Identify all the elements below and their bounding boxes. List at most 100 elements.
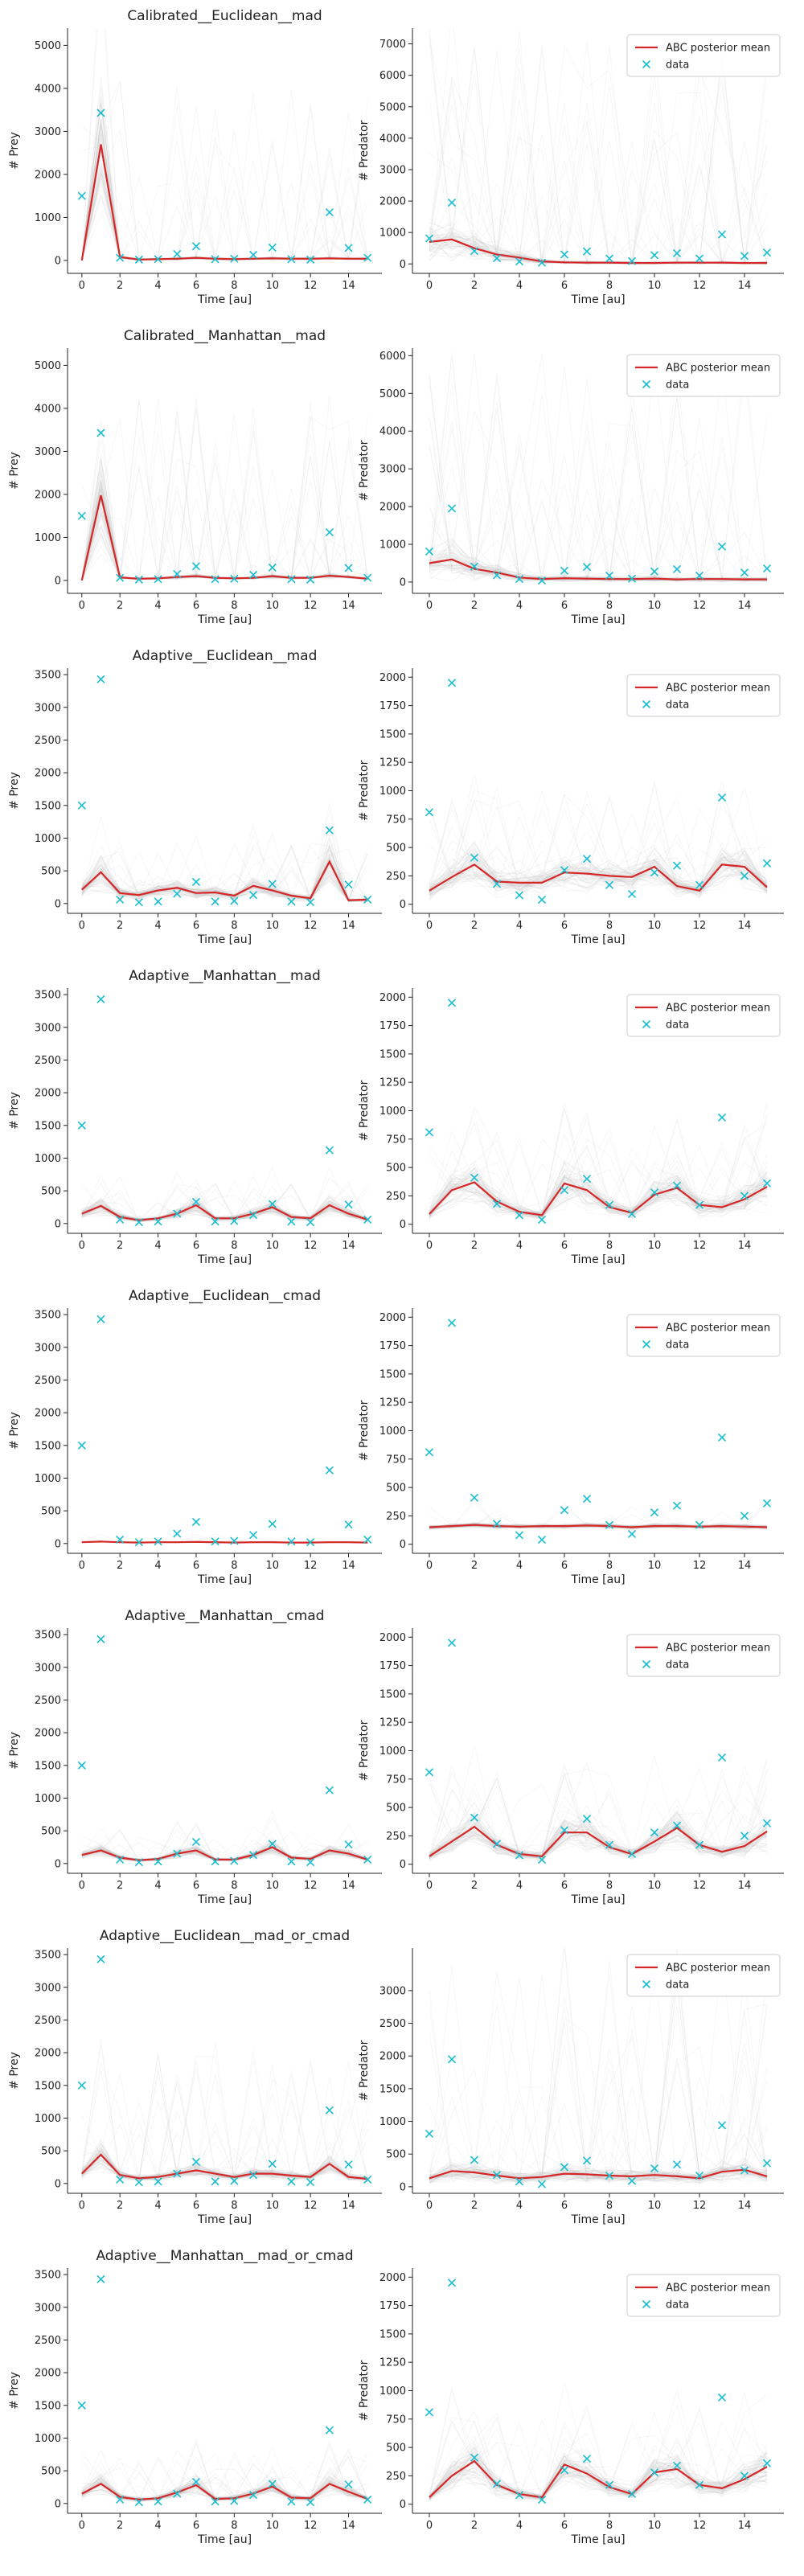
posterior-sample-line [429, 1139, 768, 1216]
data-point [425, 2129, 434, 2139]
x-tick-label: 12 [693, 600, 707, 612]
x-tick-label: 14 [738, 280, 752, 292]
y-tick-label: 0 [400, 2181, 406, 2193]
posterior-sample-line [429, 2076, 768, 2182]
posterior-mean-line [429, 1524, 768, 1528]
posterior-sample-line [81, 843, 368, 902]
data-point [96, 109, 105, 117]
posterior-sample-line [81, 2128, 368, 2180]
data-markers [77, 1315, 372, 1547]
posterior-sample-line [81, 2160, 368, 2181]
data-point [116, 1535, 125, 1544]
data-point [191, 1837, 201, 1847]
y-axis-label: # Prey [8, 1412, 21, 1450]
data-point [762, 2459, 772, 2467]
posterior-sample-line [429, 449, 768, 583]
x-tick-label: 12 [693, 2200, 707, 2212]
posterior-sample-line [429, 1948, 768, 2182]
posterior-sample-line [429, 2447, 768, 2499]
data-point [134, 575, 143, 584]
y-tick-label: 1500 [379, 1048, 406, 1060]
data-point [211, 575, 219, 584]
data-point [717, 1753, 727, 1762]
legend-marker-swatch [642, 1979, 651, 1989]
posterior-sample-line [429, 2057, 768, 2184]
y-tick-label: 1000 [35, 833, 61, 845]
data-point [650, 868, 659, 877]
legend-box [626, 1314, 781, 1357]
y-tick-label: 750 [386, 1774, 406, 1786]
y-tick-label: 1500 [35, 1440, 61, 1452]
y-axis-label: # Prey [8, 1732, 21, 1770]
posterior-sample-line [429, 1955, 768, 2181]
data-point [173, 569, 182, 578]
x-tick-label: 4 [154, 1560, 161, 1572]
posterior-sample-line [429, 852, 768, 893]
data-point [211, 1217, 219, 1226]
posterior-sample-line [429, 1768, 768, 1859]
y-tick-label: 750 [386, 814, 406, 826]
x-tick-label: 8 [231, 600, 237, 612]
legend-marker-swatch [642, 59, 651, 69]
data-point [173, 1209, 182, 1218]
posterior-sample-line [429, 2089, 768, 2184]
posterior-sample-line [429, 1990, 768, 2180]
y-tick-label: 2000 [35, 169, 61, 181]
plot-area [77, 2275, 372, 2507]
x-axis-label: Time [au] [570, 1573, 625, 1586]
data-point [173, 1529, 182, 1538]
legend: ABC posterior mean data [626, 1314, 781, 1357]
posterior-sample-line [429, 849, 768, 896]
data-point [492, 1520, 502, 1528]
data-point [537, 895, 547, 904]
data-point [470, 1813, 479, 1822]
data-point [627, 2176, 637, 2185]
data-point [230, 2496, 239, 2505]
y-tick-label: 2000 [35, 2048, 61, 2060]
data-point [492, 2480, 502, 2488]
posterior-sample-line [429, 2164, 768, 2182]
posterior-sample-line [429, 846, 768, 892]
posterior-sample-line [429, 393, 768, 582]
data-point [191, 242, 201, 251]
data-point [96, 1315, 105, 1323]
posterior-sample-line [429, 851, 768, 899]
data-point [492, 254, 502, 263]
data-point [154, 255, 162, 264]
data-point [191, 2157, 201, 2167]
data-point [154, 1537, 162, 1546]
x-tick-label: 4 [154, 600, 161, 612]
posterior-sample-line [429, 1173, 768, 1218]
data-point [344, 880, 353, 889]
x-tick-label: 14 [342, 920, 355, 932]
posterior-sample-line [429, 1183, 768, 1218]
posterior-sample-line [429, 1805, 768, 1859]
posterior-sample-line [429, 121, 768, 265]
y-tick-label: 2000 [35, 1728, 61, 1740]
posterior-sample-line [429, 788, 768, 892]
data-point [173, 1849, 182, 1858]
legend-marker-swatch [642, 699, 651, 709]
subplot-3-prey: 0 2 4 6 8 10 12 14 0 500 1000 1500 2000 2500 3000 3500 T… [8, 968, 382, 1266]
x-tick-label: 8 [606, 1880, 613, 1892]
y-axis-label: # Prey [8, 772, 21, 810]
plot-area [77, 1635, 372, 1867]
x-axis-label: Time [au] [197, 933, 252, 946]
posterior-sample-line [81, 1204, 368, 1222]
posterior-sample-line [429, 1822, 768, 1858]
y-tick-label: 1000 [379, 2116, 406, 2128]
data-point [627, 889, 637, 899]
y-tick-label: 500 [41, 2146, 61, 2158]
data-point [116, 1215, 125, 1224]
y-tick-label: 1500 [379, 1688, 406, 1700]
posterior-sample-line [429, 2456, 768, 2500]
x-tick-label: 2 [117, 280, 123, 292]
posterior-sample-line [81, 2451, 368, 2501]
posterior-sample-line [81, 1175, 368, 1223]
posterior-sample-line [81, 1179, 368, 1222]
posterior-mean-line [429, 2459, 768, 2499]
data-point [492, 1840, 502, 1848]
y-tick-label: 1500 [35, 1760, 61, 1772]
posterior-sample-line [429, 2168, 768, 2183]
data-point [425, 808, 434, 817]
